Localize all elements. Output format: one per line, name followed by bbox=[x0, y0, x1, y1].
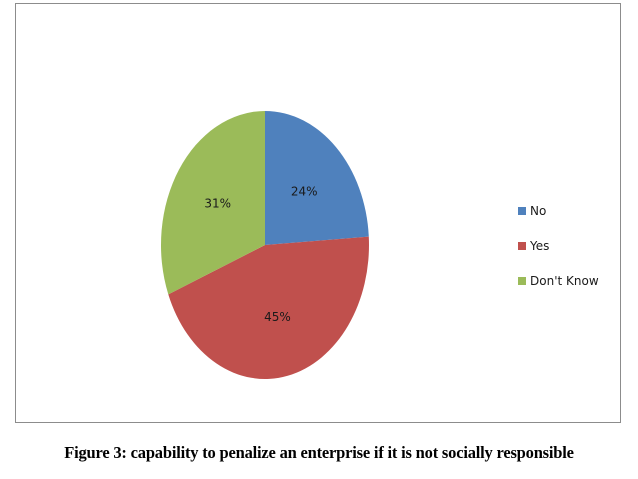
legend-item-yes: Yes bbox=[518, 237, 599, 255]
legend-label-yes: Yes bbox=[530, 239, 550, 253]
chart-legend: No Yes Don't Know bbox=[518, 202, 599, 307]
figure-caption: Figure 3: capability to penalize an ente… bbox=[64, 443, 574, 462]
pie-slice-don-t-know bbox=[160, 110, 265, 295]
legend-label-dont-know: Don't Know bbox=[530, 274, 599, 288]
pie-slice-no bbox=[265, 111, 369, 245]
pie-slice-yes bbox=[168, 236, 369, 379]
data-label-don-t-know: 31% bbox=[204, 197, 231, 211]
chart-area: 24% 45% 31% No Yes Don't Know bbox=[15, 3, 621, 423]
legend-swatch-yes bbox=[518, 242, 526, 250]
legend-swatch-dont-know bbox=[518, 277, 526, 285]
legend-swatch-no bbox=[518, 207, 526, 215]
legend-item-no: No bbox=[518, 202, 599, 220]
legend-label-no: No bbox=[530, 204, 547, 218]
data-label-no: 24% bbox=[291, 184, 318, 198]
legend-item-dont-know: Don't Know bbox=[518, 272, 599, 290]
pie-chart: 24% 45% 31% bbox=[160, 110, 369, 379]
data-label-yes: 45% bbox=[264, 310, 291, 324]
